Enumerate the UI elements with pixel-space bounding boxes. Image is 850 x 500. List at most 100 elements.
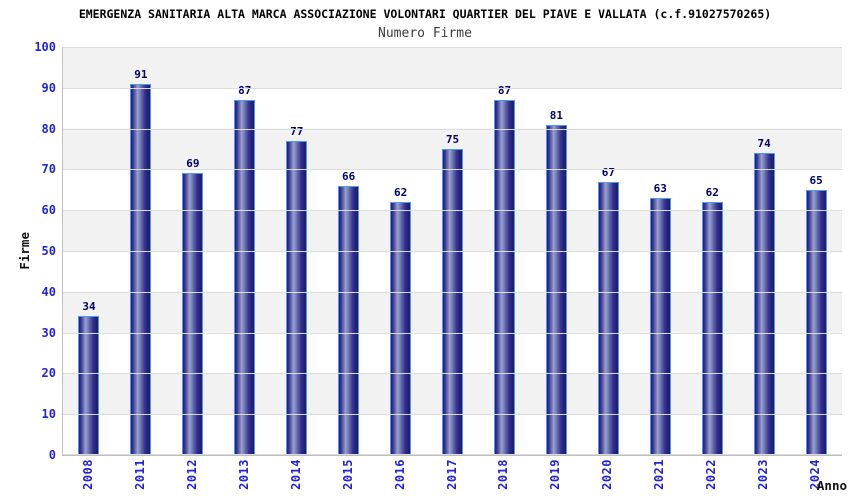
bar-value-label: 62: [705, 186, 719, 200]
x-axis-title: Anno: [816, 478, 847, 493]
bar-slot-2022: 62: [686, 47, 738, 455]
x-tick-label: 2012: [184, 459, 199, 490]
y-tick-label: 50: [41, 244, 56, 258]
chart-subtitle: Numero Firme: [378, 26, 472, 41]
chart-title: EMERGENZA SANITARIA ALTA MARCA ASSOCIAZI…: [78, 7, 772, 21]
x-tick-slot: 2014: [270, 459, 322, 490]
bar-2011: [130, 83, 152, 455]
bar-2023: [753, 153, 775, 455]
bar-value-label: 63: [653, 181, 667, 195]
x-tick-label: 2013: [236, 459, 251, 490]
y-tick-label: 70: [41, 162, 56, 177]
x-tick-label: 2017: [444, 459, 459, 490]
bar-value-label: 91: [134, 67, 148, 81]
x-tick-slot: 2022: [685, 459, 737, 490]
bar-slot-2019: 81: [530, 47, 582, 455]
bar-value-label: 65: [809, 173, 823, 187]
bar-series: 34 91 69 87 77 66 62 75 87 81 67 63 62 74 65: [63, 47, 842, 455]
x-tick-slot: 2016: [374, 459, 426, 490]
y-tick-label: 80: [41, 121, 56, 136]
bar-slot-2015: 66: [323, 47, 375, 455]
x-tick-label: 2016: [392, 459, 407, 490]
gridline: [63, 210, 842, 211]
bar-2018: [493, 100, 515, 455]
gridline: [63, 333, 842, 334]
y-tick-label: 60: [41, 203, 56, 218]
bar-2021: [649, 197, 671, 455]
bar-slot-2011: 91: [115, 47, 167, 455]
bar-value-label: 81: [549, 108, 564, 122]
bar-2016: [390, 202, 412, 455]
bar-slot-2017: 75: [427, 47, 479, 455]
y-tick-label: 30: [41, 325, 56, 340]
bar-value-label: 77: [290, 124, 304, 138]
bar-slot-2024: 65: [790, 47, 842, 455]
y-tick-label: 100: [34, 40, 56, 54]
gridline: [63, 47, 842, 48]
y-tick-label: 0: [48, 448, 56, 462]
bar-2008: [78, 316, 100, 455]
x-axis-tick-labels: 2008 2011 2012 2013 2014 2015 2016 2017 2018 2019…: [62, 459, 841, 499]
bar-value-label: 34: [82, 300, 96, 314]
x-tick-label: 2021: [652, 459, 667, 490]
gridline: [63, 414, 842, 415]
x-tick-label: 2008: [80, 459, 95, 490]
x-tick-slot: 2019: [529, 459, 581, 490]
bar-value-label: 75: [445, 133, 460, 146]
x-tick-label: 2018: [496, 459, 511, 490]
bar-2019: [545, 124, 567, 455]
bar-slot-2012: 69: [167, 47, 219, 455]
x-tick-label: 2023: [756, 459, 771, 490]
bar-2024: [805, 189, 827, 455]
x-tick-slot: 2008: [62, 459, 114, 490]
x-tick-label: 2019: [548, 459, 563, 490]
bar-slot-2016: 62: [375, 47, 427, 455]
gridline: [63, 454, 842, 455]
gridline: [63, 292, 842, 293]
x-tick-slot: 2011: [114, 459, 166, 490]
gridline: [63, 373, 842, 374]
bar-slot-2023: 74: [738, 47, 790, 455]
bar-value-label: 87: [238, 84, 252, 98]
bar-2015: [338, 185, 360, 455]
x-tick-label: 2014: [288, 459, 303, 490]
bar-2022: [701, 202, 723, 455]
x-tick-label: 2011: [132, 459, 147, 490]
x-tick-slot: 2018: [478, 459, 530, 490]
bar-2017: [442, 149, 464, 455]
x-tick-slot: 2012: [166, 459, 218, 490]
bar-2012: [182, 173, 204, 455]
gridline: [63, 88, 842, 89]
bar-slot-2020: 67: [582, 47, 634, 455]
y-tick-label: 10: [41, 407, 56, 422]
x-tick-label: 2022: [704, 459, 719, 490]
x-tick-slot: 2021: [633, 459, 685, 490]
x-tick-label: 2020: [600, 459, 615, 490]
y-tick-label: 40: [41, 284, 56, 299]
bar-slot-2013: 87: [219, 47, 271, 455]
bar-slot-2014: 77: [271, 47, 323, 455]
bar-slot-2018: 87: [479, 47, 531, 455]
bar-2014: [286, 140, 308, 455]
bar-value-label: 74: [757, 137, 771, 151]
plot-area: 34 91 69 87 77 66 62 75 87 81 67 63 62 74 65: [62, 47, 842, 456]
x-tick-slot: 2013: [218, 459, 270, 490]
gridline: [63, 129, 842, 130]
y-axis-tick-labels: 100 90 80 70 60 50 40 30 20 10 0: [0, 40, 56, 462]
bar-value-label: 66: [342, 169, 356, 183]
x-tick-slot: 2020: [581, 459, 633, 490]
bar-2020: [597, 181, 619, 455]
bar-value-label: 62: [393, 186, 408, 200]
bar-slot-2021: 63: [634, 47, 686, 455]
x-tick-slot: 2015: [322, 459, 374, 490]
bar-value-label: 87: [497, 84, 512, 98]
gridline: [63, 251, 842, 252]
x-tick-label: 2015: [340, 459, 355, 490]
x-tick-slot: 2017: [426, 459, 478, 490]
bar-value-label: 69: [186, 157, 200, 171]
y-tick-label: 90: [41, 80, 56, 95]
x-tick-slot: 2023: [737, 459, 789, 490]
gridline: [63, 169, 842, 170]
bar-slot-2008: 34: [63, 47, 115, 455]
